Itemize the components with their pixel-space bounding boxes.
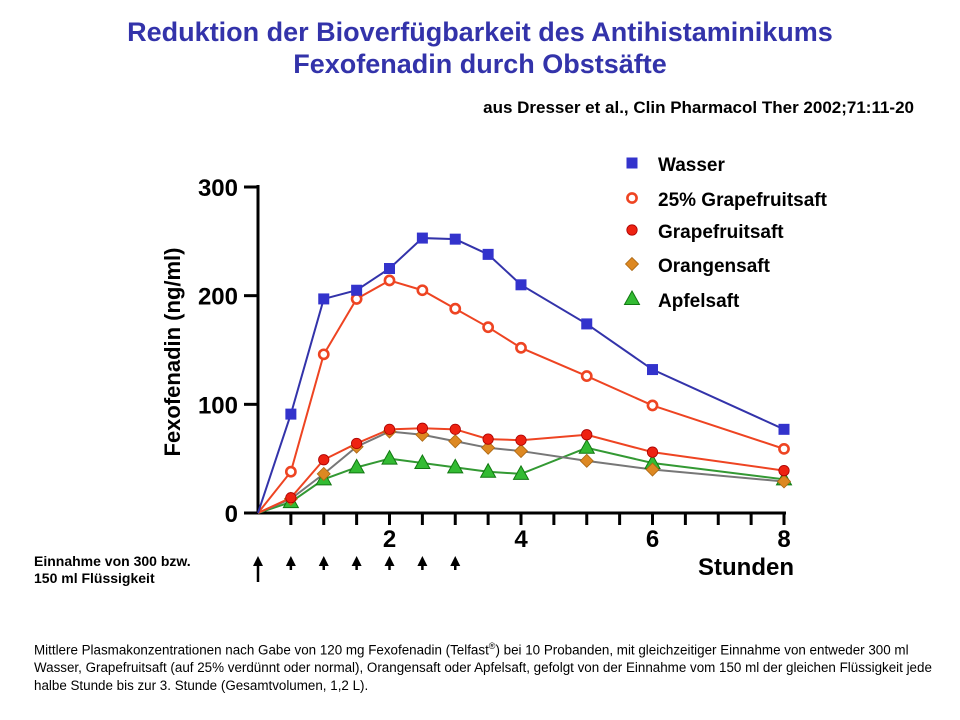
y-tick-label: 300	[198, 175, 238, 202]
data-point	[515, 279, 527, 291]
data-point	[578, 438, 596, 454]
data-point	[645, 462, 660, 477]
data-point	[646, 399, 659, 412]
ingestion-arrowhead	[417, 556, 428, 566]
data-point	[449, 233, 461, 245]
ingestion-arrowhead	[318, 556, 329, 566]
data-point	[581, 318, 593, 330]
data-point	[351, 284, 363, 296]
data-point	[381, 449, 398, 465]
y-tick-label: 200	[198, 284, 238, 311]
data-point	[416, 232, 428, 244]
data-point	[646, 446, 659, 458]
legend-marker	[626, 192, 638, 204]
registered-mark: ®	[488, 641, 496, 651]
ingestion-arrowhead	[450, 556, 461, 566]
x-tick-label: 2	[383, 526, 396, 553]
series-line	[257, 427, 785, 514]
data-point	[580, 370, 593, 382]
ingestion-note-line-2: 150 ml Flüssigkeit	[34, 570, 155, 586]
ingestion-arrowhead	[351, 556, 362, 566]
legend-marker	[626, 224, 638, 236]
data-point	[479, 462, 497, 478]
ingestion-arrowhead	[285, 556, 296, 566]
data-point	[317, 348, 330, 361]
y-tick-label: 100	[198, 392, 238, 419]
title-line-1: Reduktion der Bioverfügbarkeit des Antih…	[127, 17, 833, 47]
data-point	[318, 293, 330, 305]
caption-part-2: ) bei 10 Probanden, mit gleichzeitiger E…	[34, 642, 932, 694]
data-point	[318, 454, 330, 466]
data-point	[512, 464, 530, 480]
source-citation: aus Dresser et al., Clin Pharmacol Ther …	[483, 98, 914, 117]
data-point	[348, 458, 365, 474]
chart-title: Reduktion der Bioverfügbarkeit des Antih…	[0, 16, 960, 80]
y-axis-label: Fexofenadin (ng/ml)	[160, 248, 185, 457]
caption-part-1: Mittlere Plasmakonzentrationen nach Gabe…	[34, 642, 489, 658]
data-point	[579, 453, 594, 468]
legend-label: Apfelsaft	[658, 291, 740, 312]
data-point	[449, 302, 462, 315]
data-point	[414, 453, 431, 470]
data-point	[351, 437, 363, 450]
data-point	[581, 429, 593, 441]
data-point	[285, 492, 297, 504]
data-point	[482, 248, 494, 260]
legend-marker	[624, 256, 640, 272]
data-point	[481, 440, 496, 455]
ingestion-arrowhead	[384, 556, 395, 566]
legend-label: Orangensaft	[658, 256, 771, 277]
legend-marker	[626, 157, 638, 169]
x-tick-label: 8	[777, 526, 790, 553]
series-line	[257, 430, 785, 514]
data-point	[416, 284, 429, 297]
data-point	[416, 422, 428, 434]
data-point	[776, 474, 792, 489]
x-tick-label: 4	[514, 526, 528, 553]
data-point	[778, 442, 790, 455]
y-tick-label: 0	[225, 501, 238, 528]
legend-label: 25% Grapefruitsaft	[658, 190, 828, 211]
data-point	[513, 443, 529, 459]
series-line	[257, 237, 785, 514]
data-point	[316, 466, 331, 481]
data-point	[515, 341, 527, 354]
legend-label: Grapefruitsaft	[658, 222, 784, 243]
data-point	[285, 408, 297, 420]
data-point	[383, 274, 396, 287]
data-point	[778, 465, 790, 477]
series-line	[257, 279, 785, 514]
data-point	[448, 434, 463, 449]
data-point	[384, 263, 395, 274]
x-axis-label: Stunden	[698, 554, 794, 581]
legend-marker	[623, 289, 641, 305]
figure-caption: Mittlere Plasmakonzentrationen nach Gabe…	[34, 637, 934, 695]
ingestion-arrowhead	[253, 556, 263, 566]
data-point	[446, 458, 464, 474]
title-line-2: Fexofenadin durch Obstsäfte	[293, 49, 667, 79]
data-point	[778, 423, 790, 435]
data-point	[383, 423, 396, 435]
ingestion-note: Einnahme von 300 bzw. 150 ml Flüssigkeit	[34, 553, 191, 587]
data-point	[515, 434, 527, 446]
x-tick-label: 6	[646, 526, 659, 553]
data-point	[482, 433, 494, 445]
data-point	[449, 423, 461, 435]
legend-label: Wasser	[658, 155, 725, 176]
ingestion-note-line-1: Einnahme von 300 bzw.	[34, 553, 191, 569]
data-point	[647, 364, 658, 376]
data-point	[284, 465, 297, 478]
data-point	[482, 321, 495, 334]
